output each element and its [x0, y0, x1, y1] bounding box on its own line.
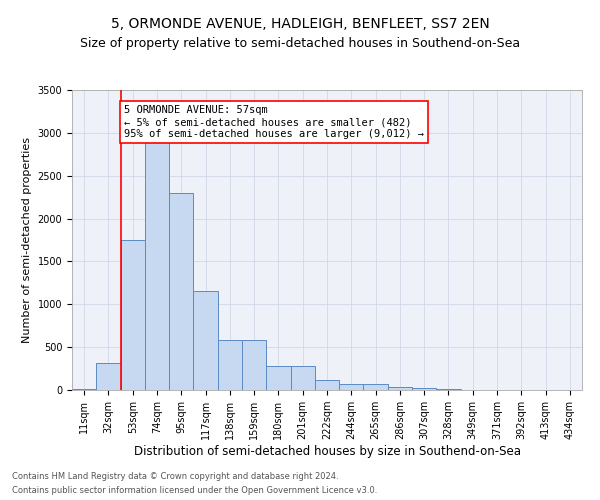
Bar [266, 366, 290, 390]
Bar [290, 366, 315, 390]
Bar [242, 340, 266, 390]
Text: Contains public sector information licensed under the Open Government Licence v3: Contains public sector information licen… [12, 486, 377, 495]
Bar [145, 133, 169, 390]
Bar [169, 193, 193, 390]
Bar [412, 388, 436, 390]
Text: Size of property relative to semi-detached houses in Southend-on-Sea: Size of property relative to semi-detach… [80, 38, 520, 51]
Bar [388, 388, 412, 390]
Bar [315, 380, 339, 390]
Y-axis label: Number of semi-detached properties: Number of semi-detached properties [22, 137, 32, 343]
Bar [339, 384, 364, 390]
Text: 5, ORMONDE AVENUE, HADLEIGH, BENFLEET, SS7 2EN: 5, ORMONDE AVENUE, HADLEIGH, BENFLEET, S… [110, 18, 490, 32]
Bar [121, 240, 145, 390]
Text: Contains HM Land Registry data © Crown copyright and database right 2024.: Contains HM Land Registry data © Crown c… [12, 472, 338, 481]
Bar [364, 384, 388, 390]
Bar [96, 362, 121, 390]
Bar [218, 340, 242, 390]
Bar [72, 389, 96, 390]
Bar [193, 292, 218, 390]
X-axis label: Distribution of semi-detached houses by size in Southend-on-Sea: Distribution of semi-detached houses by … [133, 445, 521, 458]
Text: 5 ORMONDE AVENUE: 57sqm
← 5% of semi-detached houses are smaller (482)
95% of se: 5 ORMONDE AVENUE: 57sqm ← 5% of semi-det… [124, 106, 424, 138]
